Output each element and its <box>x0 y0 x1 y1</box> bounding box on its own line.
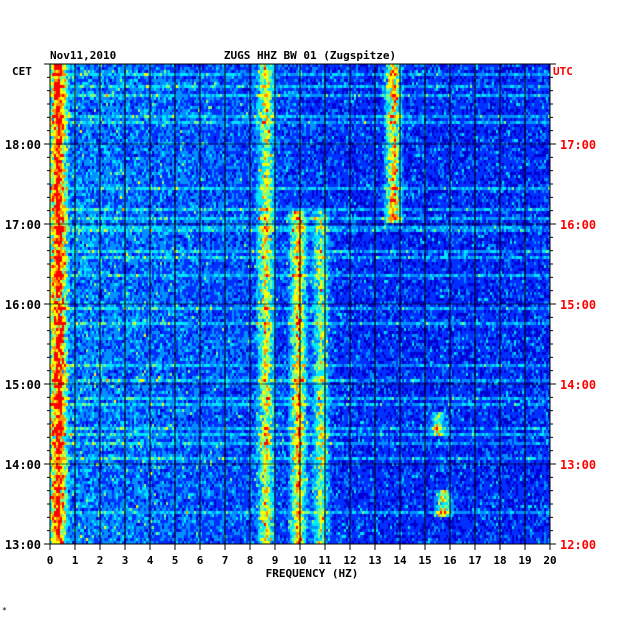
x-tick-label: 13 <box>368 554 381 567</box>
x-tick-label: 11 <box>318 554 332 567</box>
x-tick-label: 12 <box>343 554 356 567</box>
x-tick-label: 0 <box>47 554 54 567</box>
x-tick-label: 8 <box>247 554 254 567</box>
x-tick-label: 9 <box>272 554 279 567</box>
x-tick-label: 3 <box>122 554 129 567</box>
x-tick-label: 18 <box>493 554 506 567</box>
tick-marks: 0 1 2 3 4 5 6 7 8 9 10 11 12 13 14 15 16 17 18 19 2013:0014:… <box>5 63 596 567</box>
x-axis-title: FREQUENCY (HZ) <box>266 567 359 580</box>
cet-tick-label: 16:00 <box>5 298 41 312</box>
axis-labels: Nov11,2010 ZUGS HHZ BW 01 (Zugspitze) CE… <box>12 49 573 580</box>
utc-axis-label: UTC <box>553 65 573 78</box>
cet-tick-label: 13:00 <box>5 538 41 552</box>
x-tick-label: 16 <box>443 554 457 567</box>
x-tick-label: 1 <box>72 554 79 567</box>
grid-lines <box>49 63 551 545</box>
cet-axis-label: CET <box>12 65 32 78</box>
x-tick-label: 17 <box>468 554 481 567</box>
footnote-mark: * <box>2 606 7 615</box>
x-tick-label: 2 <box>97 554 104 567</box>
cet-tick-label: 15:00 <box>5 378 41 392</box>
cet-tick-label: 18:00 <box>5 138 41 152</box>
x-tick-label: 14 <box>393 554 407 567</box>
x-tick-label: 4 <box>147 554 154 567</box>
x-tick-label: 7 <box>222 554 229 567</box>
date-label: Nov11,2010 <box>50 49 116 62</box>
utc-tick-label: 15:00 <box>560 298 596 312</box>
cet-tick-label: 17:00 <box>5 218 41 232</box>
station-title: ZUGS HHZ BW 01 (Zugspitze) <box>224 49 396 62</box>
x-tick-label: 6 <box>197 554 204 567</box>
utc-tick-label: 13:00 <box>560 458 596 472</box>
x-tick-label: 20 <box>543 554 556 567</box>
utc-tick-label: 12:00 <box>560 538 596 552</box>
utc-tick-label: 14:00 <box>560 378 596 392</box>
x-tick-label: 19 <box>518 554 531 567</box>
x-tick-label: 5 <box>172 554 179 567</box>
utc-tick-label: 16:00 <box>560 218 596 232</box>
x-tick-label: 10 <box>293 554 306 567</box>
utc-tick-label: 17:00 <box>560 138 596 152</box>
cet-tick-label: 14:00 <box>5 458 41 472</box>
x-tick-label: 15 <box>418 554 431 567</box>
